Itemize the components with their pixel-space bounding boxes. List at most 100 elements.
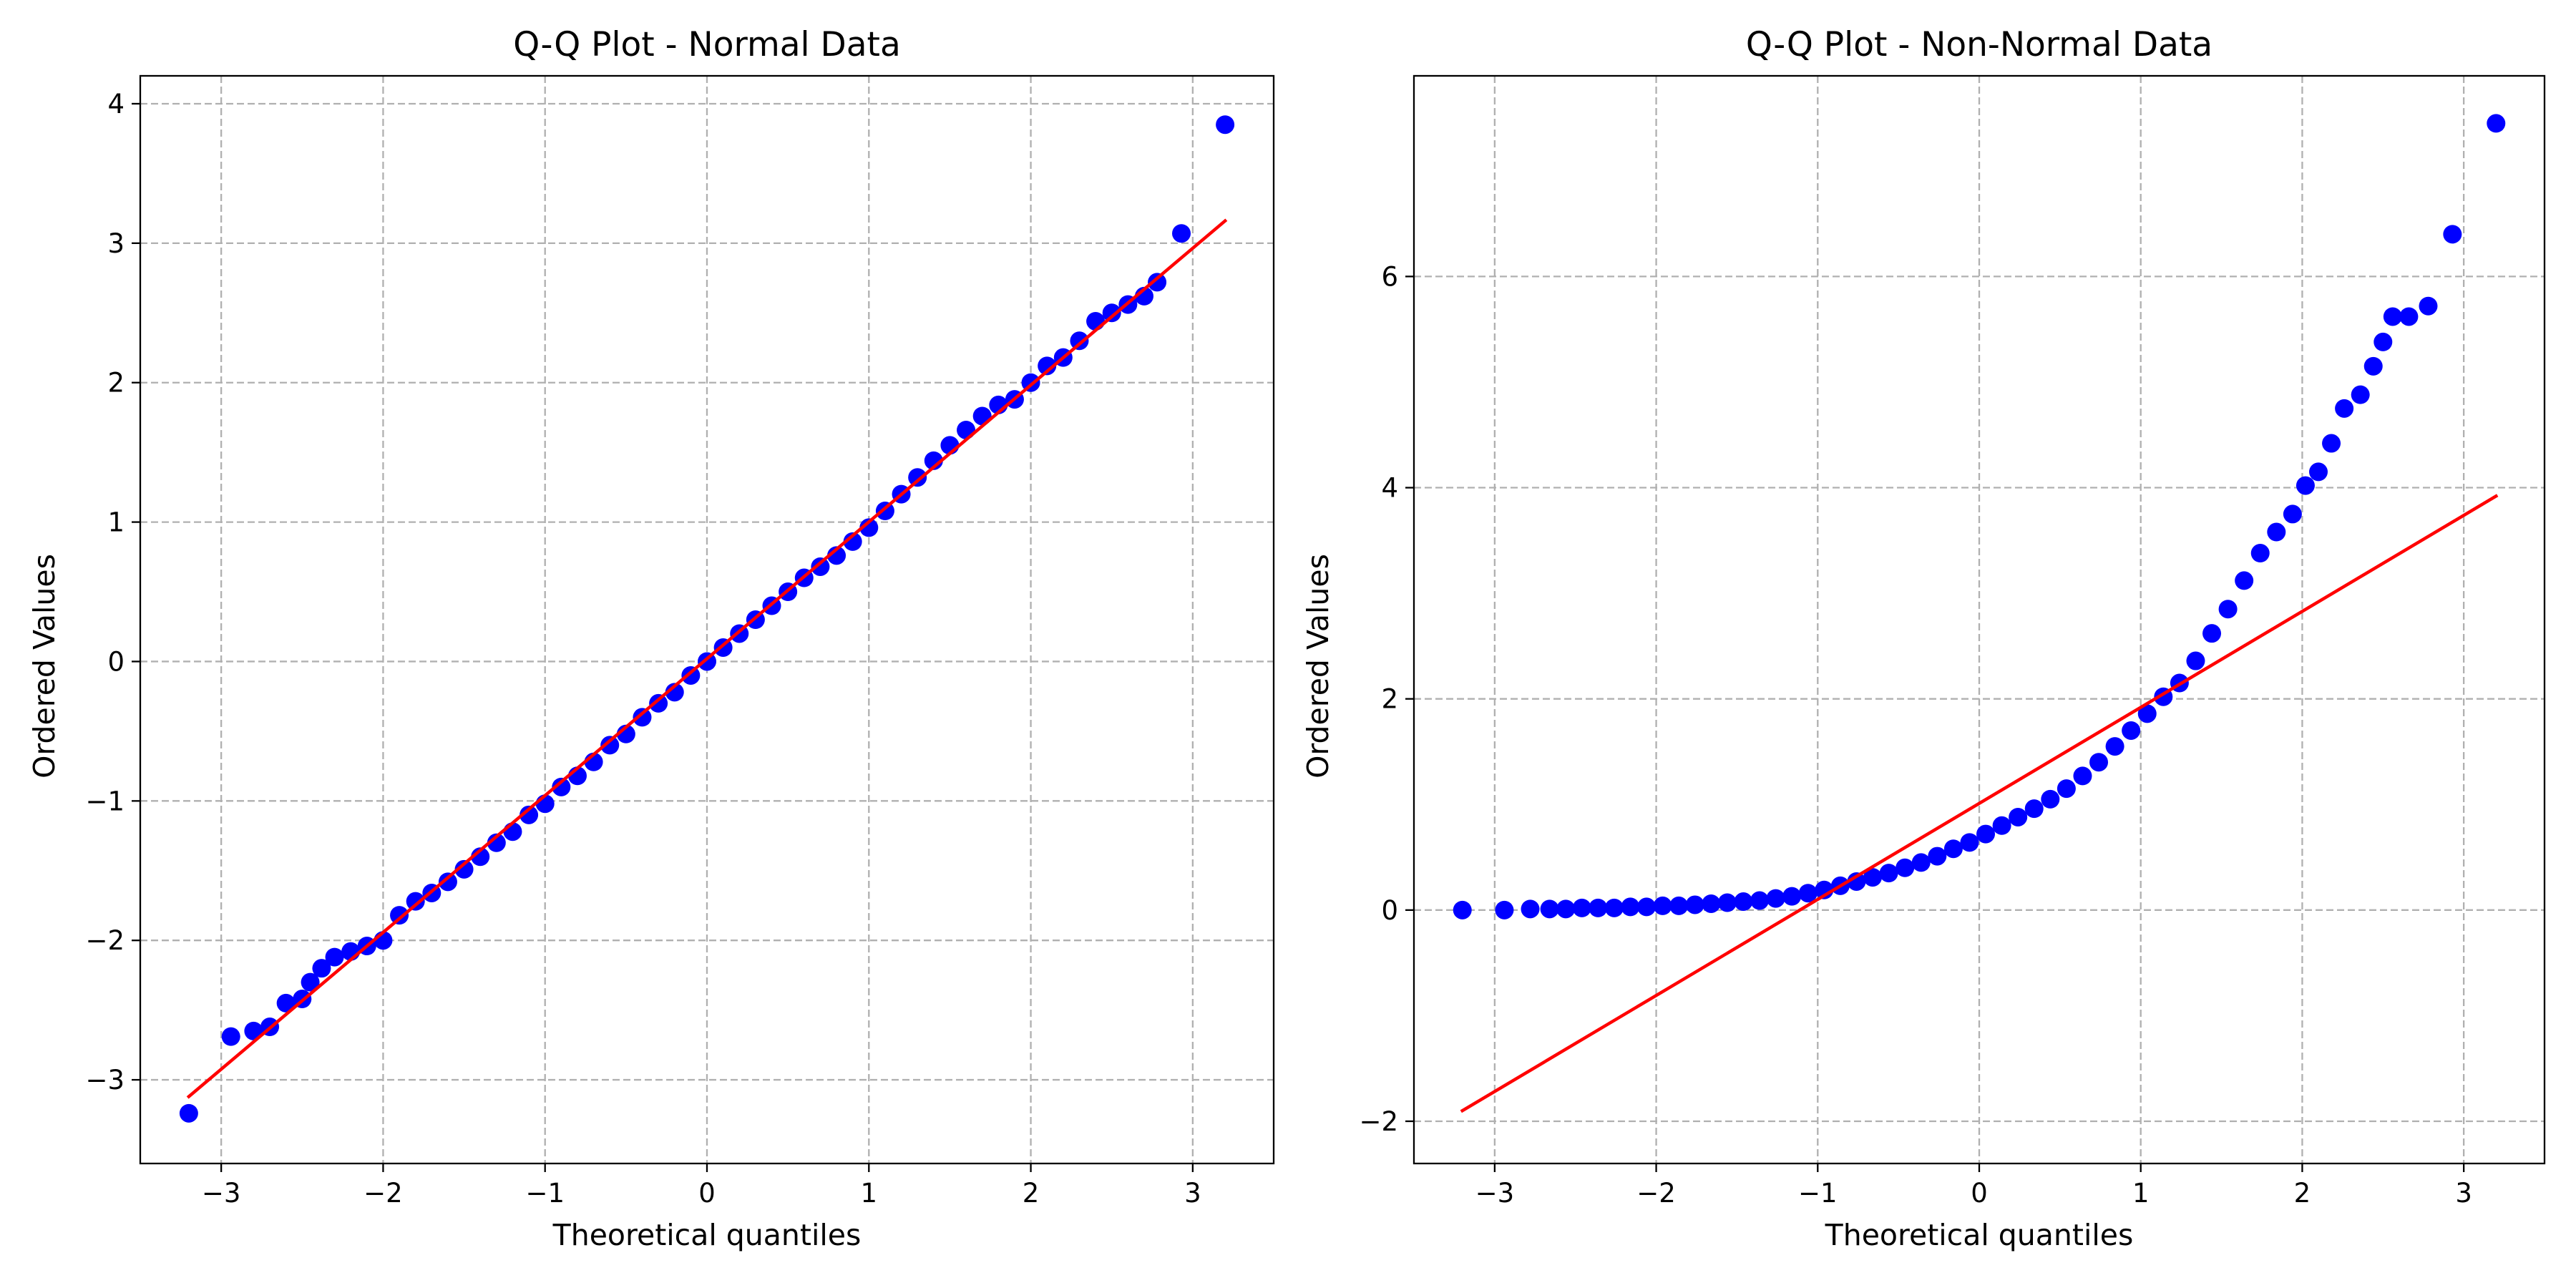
data-point [221, 1027, 240, 1046]
y-tick-label: −2 [85, 925, 125, 956]
data-point [301, 972, 320, 992]
data-point [1070, 331, 1089, 351]
data-point [908, 468, 927, 487]
data-point [665, 683, 684, 702]
data-point [1976, 824, 1996, 844]
data-point [1621, 897, 1640, 917]
data-point [1992, 816, 2011, 835]
data-point [2250, 544, 2270, 563]
y-tick-label: 0 [1381, 895, 1398, 926]
data-point [312, 959, 331, 978]
data-point [1102, 303, 1121, 323]
x-tick-label: −3 [1475, 1178, 1515, 1209]
x-tick-label: 3 [1184, 1178, 1201, 1209]
data-point [2186, 651, 2205, 670]
data-point [843, 532, 862, 551]
y-tick-label: 1 [107, 507, 125, 538]
data-point [1960, 833, 1979, 852]
qq-plot-non-normal-axes: Q-Q Plot - Non-Normal Data Theoretical q… [1301, 25, 2546, 1252]
data-point [2283, 504, 2302, 524]
x-tick-label: 2 [2294, 1178, 2311, 1209]
data-point [1911, 853, 1931, 872]
data-point [1685, 895, 1704, 914]
data-point [1495, 900, 1514, 919]
data-point [1604, 898, 1624, 917]
data-point [2267, 522, 2286, 542]
data-point [1453, 900, 1472, 919]
x-tick-label: 1 [2132, 1178, 2150, 1209]
y-axis-label: Ordered Values [27, 554, 62, 779]
data-point [600, 736, 620, 755]
data-point [1750, 891, 1770, 910]
data-point [1879, 864, 1898, 883]
data-point [2419, 296, 2438, 316]
data-point [2073, 766, 2092, 786]
y-tick-label: 2 [107, 368, 125, 399]
data-point [1038, 356, 1057, 376]
x-axis-label: Theoretical quantiles [1825, 1218, 2134, 1252]
data-point [2137, 704, 2157, 723]
y-axis-ticks: −3 −2 −1 0 1 2 3 4 [85, 89, 140, 1096]
data-point [2235, 571, 2254, 590]
data-point [2322, 434, 2341, 453]
data-point [1148, 273, 1167, 292]
data-point [1766, 889, 1785, 908]
data-point [2218, 600, 2238, 619]
data-point [454, 859, 474, 879]
data-point [1172, 224, 1191, 243]
data-point [438, 872, 457, 892]
data-point [633, 708, 652, 727]
data-point [519, 805, 539, 824]
data-point [2443, 225, 2462, 244]
data-point [2041, 789, 2060, 809]
data-point [2335, 399, 2354, 418]
data-point [2399, 307, 2419, 326]
data-point [2009, 807, 2028, 826]
data-point [1637, 897, 1657, 917]
data-point [2105, 737, 2124, 756]
data-point [1896, 858, 1915, 877]
data-point [811, 557, 830, 576]
data-point [2296, 476, 2315, 495]
y-tick-label: 3 [107, 228, 125, 259]
data-point [924, 451, 943, 470]
data-point [1863, 868, 1883, 887]
x-axis-label: Theoretical quantiles [552, 1218, 862, 1252]
data-point [1782, 887, 1802, 906]
x-tick-label: −1 [525, 1178, 565, 1209]
qq-plot-normal-axes: Q-Q Plot - Normal Data Theoretical quant… [27, 25, 1275, 1252]
x-tick-label: −2 [1636, 1178, 1676, 1209]
data-point [1556, 899, 1576, 919]
data-point [390, 906, 409, 925]
fit-line [186, 218, 1228, 1099]
data-point [1669, 896, 1689, 915]
data-point [2487, 114, 2506, 133]
x-tick-label: 1 [861, 1178, 878, 1209]
y-tick-label: 4 [107, 89, 125, 119]
x-tick-label: 0 [1971, 1178, 1988, 1209]
data-point [2383, 307, 2402, 326]
data-point [1702, 894, 1721, 913]
data-point [2363, 356, 2383, 376]
data-point [1847, 872, 1866, 891]
data-point [1653, 896, 1672, 915]
data-point [471, 847, 490, 867]
data-point [859, 518, 879, 537]
data-point [1798, 884, 1818, 903]
data-point [503, 822, 522, 841]
chart-title: Q-Q Plot - Normal Data [513, 25, 901, 64]
data-point [681, 665, 701, 685]
y-tick-label: 4 [1381, 473, 1398, 504]
data-point [406, 892, 425, 911]
data-point [2089, 753, 2109, 772]
x-axis-ticks: −3 −2 −1 0 1 2 3 [1475, 1163, 2472, 1209]
data-point [1540, 899, 1559, 919]
gridlines [1414, 76, 2545, 1163]
y-axis-label: Ordered Values [1301, 554, 1335, 779]
data-point [244, 1021, 263, 1040]
data-point [2202, 624, 2222, 643]
data-point [2122, 721, 2141, 740]
x-tick-label: −3 [202, 1178, 241, 1209]
